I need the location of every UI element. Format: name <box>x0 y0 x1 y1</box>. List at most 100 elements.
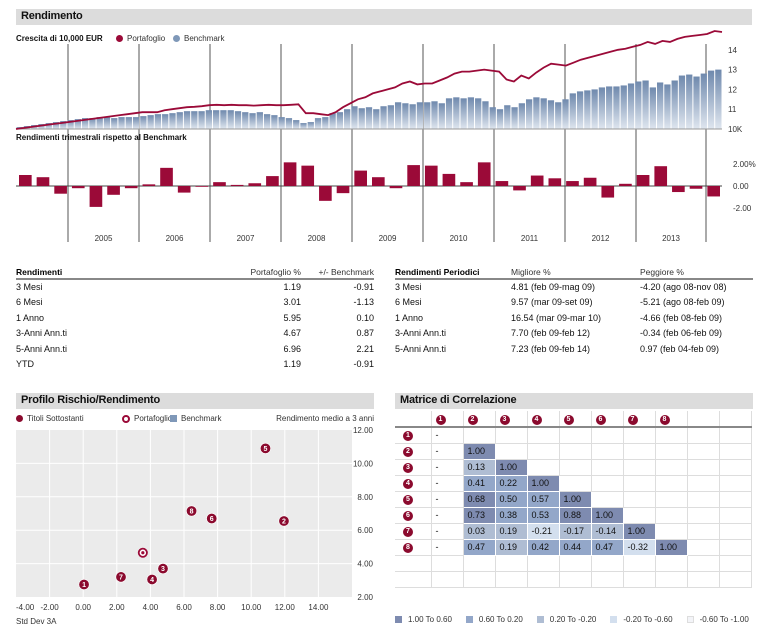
benchmark-bar <box>562 99 569 129</box>
scatter-x-tick: 12.00 <box>275 603 296 612</box>
matrix-cell: 0.88 <box>559 507 592 524</box>
matrix-cell <box>559 443 592 460</box>
benchmark-bar <box>482 101 489 129</box>
holding-point-label: 7 <box>119 575 123 582</box>
legend-swatch-icon <box>610 616 618 624</box>
year-label: 2009 <box>379 234 397 243</box>
table-cell: 4.81 (feb 09-mag 09) <box>511 282 596 293</box>
scatter-y-tick: 10.00 <box>353 459 374 468</box>
benchmark-bar <box>205 110 213 129</box>
corr-legend-item: 0.60 To 0.20 <box>465 615 523 624</box>
matrix-col-header: 8 <box>655 411 688 428</box>
benchmark-bar <box>38 124 45 129</box>
table-row: 5-Anni Ann.ti 7.23 (feb 09-feb 14) 0.97 (f… <box>395 341 753 357</box>
table-cell: -5.21 (ago 08-feb 09) <box>640 297 725 308</box>
legend-portfolio-label: Portafoglio <box>127 34 166 43</box>
header-cell: Migliore % <box>511 266 640 280</box>
benchmark-bar <box>707 70 715 129</box>
table-cell: -4.20 (ago 08-nov 08) <box>640 282 727 293</box>
scatter-y-tick: 2.00 <box>357 593 373 602</box>
badge-8-icon: 8 <box>659 414 670 425</box>
benchmark-bar <box>671 80 678 129</box>
portfolio-point-center <box>141 551 145 555</box>
quarterly-bar <box>442 173 456 186</box>
scatter-x-tick: -2.00 <box>40 603 59 612</box>
matrix-cell: -0.14 <box>591 523 624 540</box>
benchmark-bar <box>220 110 227 129</box>
corner-cell <box>395 411 432 428</box>
scatter-y-tick: 8.00 <box>357 493 373 502</box>
matrix-cell <box>687 443 720 460</box>
legend-portafoglio-label: Portafoglio <box>134 414 173 423</box>
benchmark-bar <box>540 98 547 129</box>
quarterly-bar <box>54 186 67 194</box>
benchmark-bar <box>242 112 249 129</box>
matrix-cell <box>623 475 656 492</box>
benchmark-bar <box>649 87 656 129</box>
matrix-cell <box>719 539 752 556</box>
quarterly-bar <box>336 186 350 194</box>
benchmark-square-icon <box>170 415 177 423</box>
legend-benchmark: Benchmark <box>173 34 224 43</box>
benchmark-bar <box>511 107 518 129</box>
benchmark-bar <box>336 112 344 129</box>
table-cell: 3 Mesi <box>16 282 43 293</box>
matrix-cell <box>719 555 752 572</box>
matrix-cell <box>687 459 720 476</box>
quarterly-label: Rendimenti trimestrali rispetto al Bench… <box>16 133 187 142</box>
matrix-cell: - <box>431 427 464 444</box>
benchmark-bar <box>89 118 96 129</box>
benchmark-bar <box>613 86 620 129</box>
matrix-cell: -0.32 <box>623 539 656 556</box>
growth-y-tick: 10K <box>728 125 743 134</box>
table-cell: 1.19 <box>283 359 301 370</box>
benchmark-bar <box>489 107 496 129</box>
benchmark-bar <box>256 112 263 129</box>
table-cell: 7.23 (feb 09-feb 14) <box>511 343 591 354</box>
matrix-cell <box>495 443 528 460</box>
year-label: 2008 <box>308 234 326 243</box>
matrix-row-header: 7 <box>395 523 432 540</box>
badge-3-icon: 3 <box>403 463 413 473</box>
benchmark-bar <box>183 111 191 129</box>
benchmark-bar <box>307 122 314 129</box>
section-title: Matrice di Correlazione <box>400 394 517 406</box>
quarterly-bar <box>195 186 209 187</box>
scatter-ylabel: Rendimento medio a 3 anni <box>276 414 374 423</box>
benchmark-bar <box>518 103 525 129</box>
scatter-x-tick: 14.00 <box>308 603 329 612</box>
growth-label: Crescita di 10,000 EUR <box>16 34 103 43</box>
benchmark-bar <box>234 111 242 129</box>
benchmark-bar <box>584 90 591 129</box>
growth-y-tick: 13 <box>728 66 737 75</box>
matrix-cell <box>623 427 656 444</box>
table-row: 3 Mesi 1.19 -0.91 <box>16 279 374 295</box>
badge-4-icon: 4 <box>531 414 542 425</box>
matrix-cell: 1.00 <box>655 539 688 556</box>
correlation-matrix: 1 2 3 4 5 6 7 8 1-2-1.00 3-0.13 1.00 4-0.41 0.22 1.00… <box>395 411 752 588</box>
table-cell: 6 Mesi <box>16 297 43 308</box>
legend-swatch-icon <box>686 616 694 624</box>
benchmark-bar <box>154 114 162 129</box>
matrix-cell <box>591 475 624 492</box>
benchmark-bar <box>45 123 52 129</box>
legend-swatch-icon <box>395 616 402 624</box>
scatter-x-label: Std Dev 3A <box>16 617 57 626</box>
holding-point <box>278 515 290 527</box>
quarterly-bar <box>424 165 438 186</box>
quarterly-bar <box>372 177 385 186</box>
matrix-cell <box>623 571 656 588</box>
matrix-cell: 1.00 <box>559 491 592 508</box>
matrix-cell: 1.00 <box>591 507 624 524</box>
matrix-row: 5 -0.68 0.50 0.57 1.00 <box>395 491 752 508</box>
matrix-cell: 0.44 <box>559 539 592 556</box>
benchmark-bar <box>111 118 118 129</box>
table-cell: 9.57 (mar 09-set 09) <box>511 297 593 308</box>
benchmark-bar <box>67 120 74 129</box>
benchmark-bar <box>358 108 365 129</box>
badge-8-icon: 8 <box>403 543 413 553</box>
scatter-x-tick: 8.00 <box>210 603 226 612</box>
matrix-cell: 0.50 <box>495 491 528 508</box>
quarterly-bar <box>124 186 138 189</box>
legend-label: 1.00 To 0.60 <box>408 615 452 624</box>
